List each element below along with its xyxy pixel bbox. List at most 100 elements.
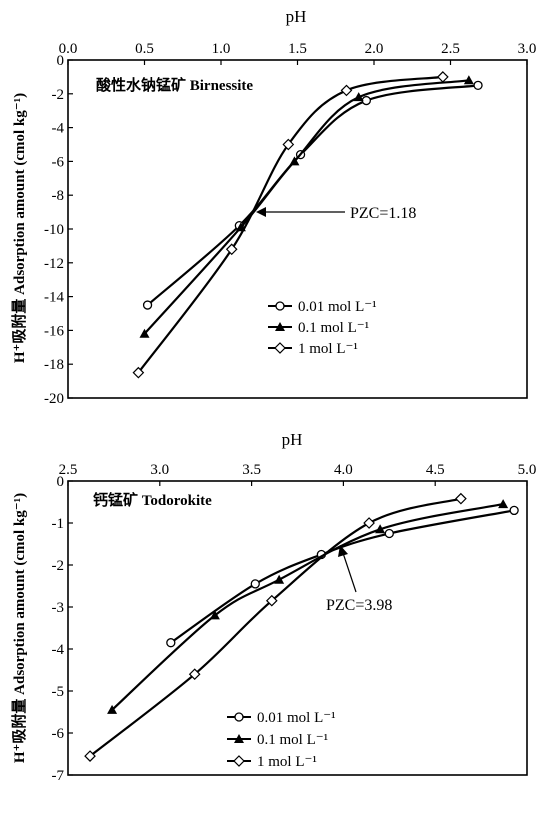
- x-tick-label: 2.5: [59, 462, 78, 478]
- pzc-arrow-head: [256, 207, 266, 217]
- mineral-label: 酸性水钠锰矿 Birnessite: [96, 76, 253, 94]
- circle-marker: [361, 95, 372, 106]
- triangle-marker: [274, 574, 285, 584]
- chart-birnessite: pH 0.0 0.5 1.0 1.5 2.0 2.5 3.0 0 -2 -4 -6 -8 -10 -12…: [44, 7, 536, 407]
- circle-marker: [234, 712, 244, 722]
- diamond-marker: [437, 71, 449, 83]
- y-tick-label: -20: [44, 391, 64, 407]
- diamond-marker: [225, 243, 238, 256]
- x-tick-label: 4.0: [334, 462, 353, 478]
- x-axis-title: pH: [282, 430, 303, 449]
- y-tick-label: -4: [52, 121, 65, 137]
- series-line: [146, 84, 479, 306]
- x-tick-labels: 0.0 0.5 1.0 1.5 2.0 2.5 3.0: [59, 41, 537, 65]
- y-axis-title: H⁺吸附量 Adsorption amount (cmol kg⁻¹): [10, 493, 28, 763]
- x-tick-label: 5.0: [518, 462, 537, 478]
- y-tick-label: -3: [52, 600, 65, 616]
- legend-label: 0.1 mol L⁻¹: [257, 732, 328, 748]
- y-tick-label: -2: [52, 558, 65, 574]
- series-line: [137, 75, 444, 374]
- y-tick-label: -12: [44, 256, 64, 272]
- series-line: [111, 503, 504, 711]
- diamond-marker: [188, 668, 201, 681]
- diamond-marker: [340, 84, 353, 97]
- mineral-label: 钙锰矿 Todorokite: [93, 491, 212, 509]
- y-tick-label: -6: [52, 154, 65, 170]
- triangle-marker: [375, 524, 386, 534]
- x-tick-label: 1.5: [288, 41, 307, 57]
- y-tick-label: 0: [57, 474, 65, 490]
- y-tick-label: -16: [44, 323, 64, 339]
- pzc-arrow-line: [342, 552, 357, 593]
- triangle-marker: [234, 734, 244, 743]
- x-tick-label: 2.5: [441, 41, 460, 57]
- series-group: [84, 492, 519, 762]
- diamond-marker: [132, 366, 145, 379]
- x-axis-title: pH: [286, 7, 307, 26]
- y-tick-label: -1: [52, 516, 65, 532]
- diamond-marker: [84, 750, 96, 762]
- circle-marker: [473, 80, 483, 90]
- legend-label: 0.1 mol L⁻¹: [298, 320, 369, 336]
- triangle-marker: [353, 92, 364, 102]
- x-tick-label: 0.0: [59, 41, 78, 57]
- circle-marker: [142, 300, 153, 310]
- x-tick-label: 3.0: [150, 462, 169, 478]
- legend: 0.01 mol L⁻¹ 0.1 mol L⁻¹ 1 mol L⁻¹: [227, 710, 336, 770]
- x-tick-label: 1.0: [212, 41, 231, 57]
- y-tick-label: 0: [57, 53, 65, 69]
- series-line: [170, 509, 515, 644]
- x-tick-label: 3.5: [242, 462, 261, 478]
- y-tick-label: -8: [52, 188, 65, 204]
- y-tick-label: -10: [44, 222, 64, 238]
- x-tick-label: 2.0: [365, 41, 384, 57]
- legend: 0.01 mol L⁻¹ 0.1 mol L⁻¹ 1 mol L⁻¹: [268, 299, 377, 357]
- diamond-marker: [265, 594, 278, 607]
- y-tick-label: -4: [52, 642, 65, 658]
- series-line: [143, 79, 470, 335]
- legend-label: 0.01 mol L⁻¹: [298, 299, 377, 315]
- series-group: [132, 71, 483, 379]
- circle-marker: [275, 301, 285, 311]
- y-tick-label: -6: [52, 726, 65, 742]
- y-tick-label: -18: [44, 357, 64, 373]
- x-tick-labels: 2.5 3.0 3.5 4.0 4.5 5.0: [59, 462, 537, 486]
- plot-frame: [67, 480, 528, 776]
- y-tick-label: -7: [52, 768, 65, 784]
- x-tick-label: 3.0: [518, 41, 537, 57]
- triangle-marker: [463, 75, 474, 85]
- pzc-annotation: PZC=3.98: [326, 545, 392, 614]
- circle-marker: [384, 528, 394, 539]
- y-tick-labels: 0 -1 -2 -3 -4 -5 -6 -7: [52, 474, 73, 784]
- triangle-marker: [139, 328, 150, 338]
- diamond-marker: [363, 517, 375, 529]
- y-tick-label: -14: [44, 290, 64, 306]
- pzc-label: PZC=1.18: [350, 205, 416, 222]
- pzc-label: PZC=3.98: [326, 597, 392, 614]
- diamond-marker: [274, 342, 286, 354]
- triangle-marker: [209, 610, 220, 620]
- triangle-marker: [498, 499, 509, 509]
- legend-label: 1 mol L⁻¹: [257, 754, 317, 770]
- legend-label: 0.01 mol L⁻¹: [257, 710, 336, 726]
- chart-todorokite: pH 2.5 3.0 3.5 4.0 4.5 5.0 0 -1 -2 -3 -4 -5 -6 -7 钙锰…: [52, 430, 537, 784]
- y-axis-title: H⁺吸附量 Adsorption amount (cmol kg⁻¹): [10, 93, 28, 363]
- x-tick-label: 4.5: [426, 462, 445, 478]
- triangle-marker: [275, 322, 285, 331]
- y-tick-label: -2: [52, 87, 65, 103]
- diamond-marker: [455, 492, 467, 505]
- legend-label: 1 mol L⁻¹: [298, 341, 358, 357]
- y-tick-labels: 0 -2 -4 -6 -8 -10 -12 -14 -16 -18 -20: [44, 53, 73, 407]
- diamond-marker: [233, 755, 245, 767]
- circle-marker: [509, 505, 519, 516]
- pzc-arrow-head: [338, 545, 348, 557]
- pzc-annotation: PZC=1.18: [256, 205, 416, 222]
- y-tick-label: -5: [52, 684, 65, 700]
- diamond-marker: [282, 138, 295, 151]
- circle-marker: [166, 638, 176, 648]
- circle-marker: [250, 579, 260, 589]
- triangle-marker: [107, 704, 118, 714]
- x-tick-label: 0.5: [135, 41, 154, 57]
- triangle-marker: [289, 156, 300, 166]
